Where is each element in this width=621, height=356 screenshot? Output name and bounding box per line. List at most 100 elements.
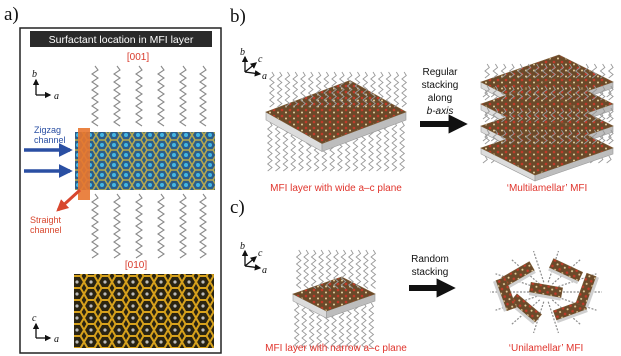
chain xyxy=(308,302,315,349)
mfi-framework-band xyxy=(75,132,215,190)
chain xyxy=(583,85,590,101)
chain xyxy=(607,85,614,101)
chain xyxy=(500,107,507,123)
chain xyxy=(550,85,557,101)
straight-channel-label-line2: channel xyxy=(30,225,62,235)
chain xyxy=(508,129,515,145)
slab-top xyxy=(292,276,376,312)
random-slab xyxy=(508,293,542,325)
chain xyxy=(550,63,557,79)
chain xyxy=(599,85,606,101)
chain xyxy=(599,129,606,145)
chain xyxy=(303,249,310,289)
axis-b-label: b xyxy=(240,241,245,252)
chain xyxy=(558,63,565,79)
chain xyxy=(533,129,540,145)
chain xyxy=(574,107,581,123)
panel-a-title: Surfactant location in MFI layer xyxy=(49,34,194,46)
slab xyxy=(480,120,614,182)
chain xyxy=(606,111,612,120)
regular-stacking-line4: b-axis xyxy=(427,106,454,117)
axis-c-label: c xyxy=(258,248,263,259)
chain xyxy=(391,121,398,172)
chain xyxy=(323,71,330,108)
chain xyxy=(500,85,507,101)
chain xyxy=(606,155,612,164)
chain xyxy=(508,107,515,123)
axis-b-label: b xyxy=(32,69,37,80)
panel-a-title-bar xyxy=(30,31,212,47)
axis-indicator-c-a: c a xyxy=(32,313,59,345)
chain-lower xyxy=(135,193,143,259)
axis-indicator-c-panel: b c a xyxy=(240,241,267,276)
chain xyxy=(347,249,354,289)
chain xyxy=(492,63,499,79)
chain xyxy=(606,133,612,142)
chain xyxy=(583,63,590,79)
caption-unilamellar: ‘Unilamellar’ MFI xyxy=(509,343,583,354)
chain xyxy=(484,63,491,79)
chain-lower xyxy=(113,193,121,259)
chain xyxy=(310,249,317,289)
random-stacking-line1: Random xyxy=(411,254,449,265)
chain xyxy=(353,302,360,349)
chain xyxy=(276,71,283,108)
straight-channel-label-line1: Straight xyxy=(30,215,62,225)
chain xyxy=(566,107,573,123)
multilamellar-stack xyxy=(480,54,614,182)
surfactant-chains xyxy=(91,65,207,259)
chain xyxy=(331,71,338,108)
chain xyxy=(591,107,598,123)
axis-c-label: c xyxy=(32,313,37,324)
chain xyxy=(284,71,291,108)
panel-b-label: b) xyxy=(230,6,246,27)
chain xyxy=(346,71,353,108)
chain xyxy=(385,71,392,108)
chain xyxy=(370,249,377,289)
chain xyxy=(492,129,499,145)
chain xyxy=(532,301,545,334)
axis-a-label: a xyxy=(262,71,267,82)
chain xyxy=(566,85,573,101)
chain xyxy=(574,129,581,145)
chain-lower xyxy=(179,193,187,259)
axis-a-label-bottom: a xyxy=(54,334,59,345)
chain xyxy=(591,63,598,79)
panel-c-label: c) xyxy=(230,197,245,218)
chain xyxy=(517,107,524,123)
chain-upper xyxy=(179,65,187,127)
panel-a-frame xyxy=(19,27,222,354)
axis-a-label: a xyxy=(262,265,267,276)
slab xyxy=(292,249,377,349)
chain xyxy=(399,121,406,172)
chain xyxy=(525,107,532,123)
axis-a-label: a xyxy=(54,91,59,102)
chain xyxy=(607,63,614,79)
chain-upper xyxy=(157,65,165,127)
chain xyxy=(315,71,322,108)
chain xyxy=(583,107,590,123)
chain-upper xyxy=(135,65,143,127)
caption-multilamellar: ‘Multilamellar’ MFI xyxy=(507,183,588,194)
panel-b: b) b c a Regular stacking along b-axis M… xyxy=(230,6,614,194)
chain xyxy=(558,85,565,101)
random-slab xyxy=(548,258,584,285)
chain xyxy=(377,71,384,108)
chain xyxy=(274,121,281,172)
chain-upper xyxy=(199,65,207,127)
mfi-honeycomb-view xyxy=(74,274,214,348)
chain xyxy=(338,71,345,108)
chain xyxy=(500,129,507,145)
chain xyxy=(583,129,590,145)
regular-stacking-line1: Regular xyxy=(422,67,458,78)
chain xyxy=(484,107,491,123)
panel-c: c) b c a Random stacking MFI layer with … xyxy=(230,197,602,354)
straight-channel-bar xyxy=(78,128,90,200)
chain xyxy=(541,85,548,101)
caption-wide-layer: MFI layer with wide a–c plane xyxy=(270,183,402,194)
chain xyxy=(541,63,548,79)
slab-top xyxy=(480,120,614,176)
chain xyxy=(500,63,507,79)
chain xyxy=(383,121,390,172)
